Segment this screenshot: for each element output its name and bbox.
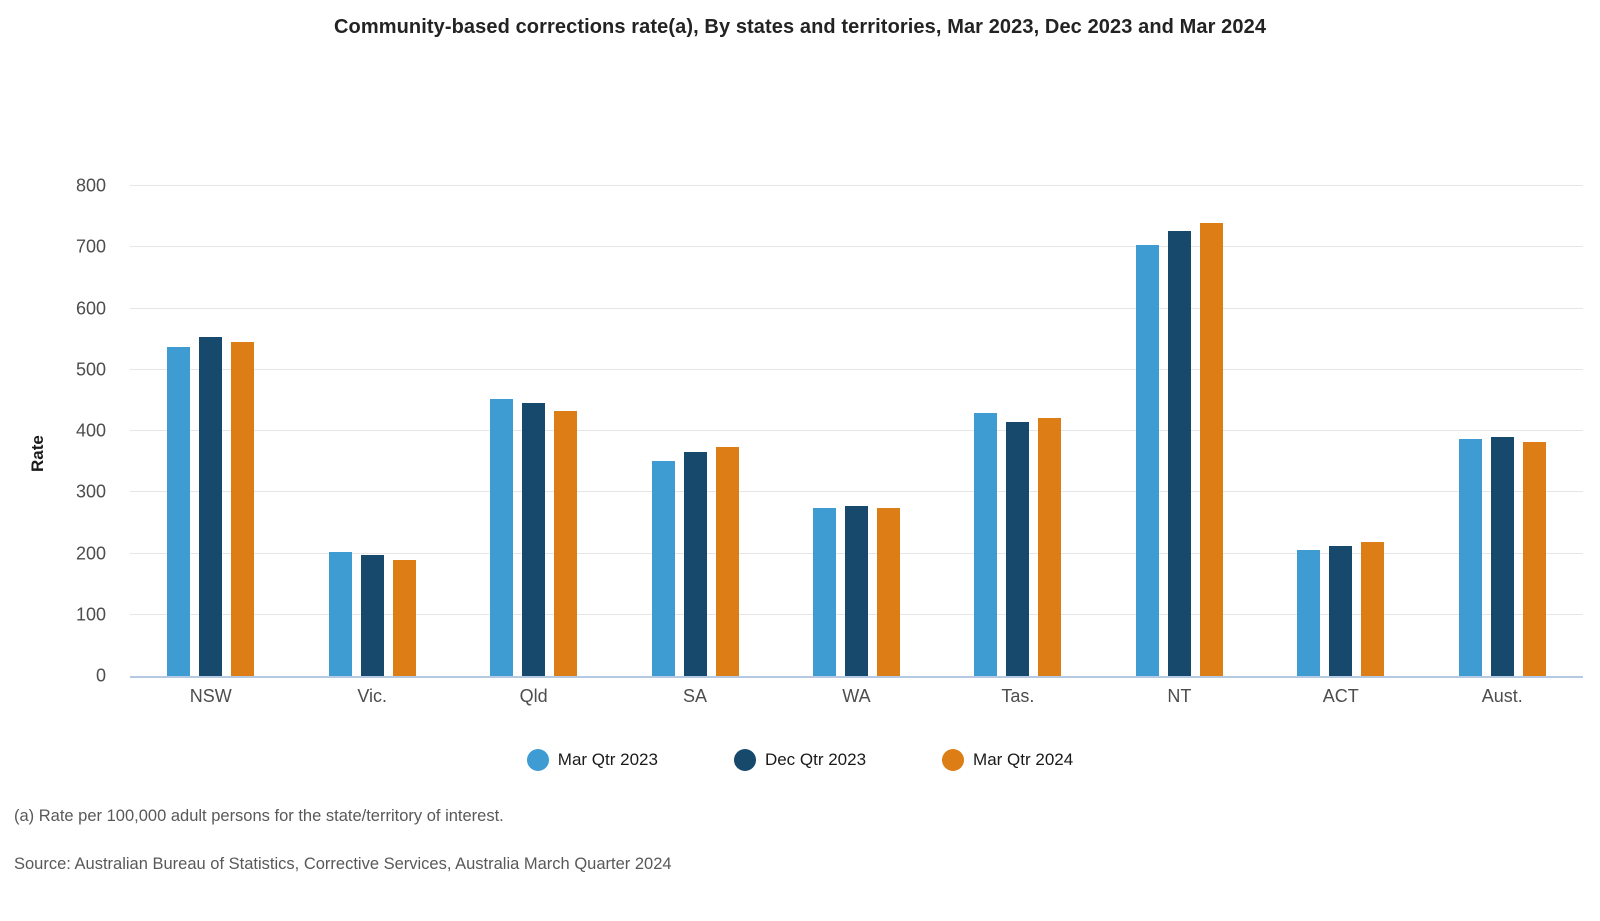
legend-item-mar-qtr-2024[interactable]: Mar Qtr 2024 — [942, 749, 1073, 771]
gridline-500 — [130, 368, 1583, 370]
bar-group-nsw: NSW — [167, 186, 255, 706]
bar-vic-mar-qtr-2023[interactable] — [328, 551, 352, 676]
bar-qld-dec-qtr-2023[interactable] — [522, 403, 546, 676]
x-tick-label-wa: WA — [842, 686, 871, 706]
x-tick-label-nsw: NSW — [189, 686, 232, 706]
x-tick-label-sa: SA — [683, 686, 708, 706]
bar-aust-mar-qtr-2023[interactable] — [1458, 438, 1482, 676]
bar-group-vic: Vic. — [328, 186, 416, 706]
bar-vic-dec-qtr-2023[interactable] — [360, 554, 384, 676]
bar-nsw-mar-qtr-2024[interactable] — [231, 342, 255, 676]
bar-nsw-dec-qtr-2023[interactable] — [199, 337, 223, 676]
bar-qld-mar-qtr-2024[interactable] — [554, 411, 578, 676]
bar-tas-dec-qtr-2023[interactable] — [1006, 422, 1030, 676]
bar-group-nt: NT — [1135, 186, 1223, 706]
bar-nsw-mar-qtr-2023[interactable] — [167, 347, 191, 676]
y-tick-label-0: 0 — [95, 665, 106, 686]
bar-nt-mar-qtr-2024[interactable] — [1199, 223, 1223, 676]
legend-swatch-mar-qtr-2024 — [942, 749, 965, 771]
footnote: (a) Rate per 100,000 adult persons for t… — [14, 807, 504, 825]
legend-item-dec-qtr-2023[interactable]: Dec Qtr 2023 — [733, 749, 867, 771]
chart-legend: Mar Qtr 2023 Dec Qtr 2023 Mar Qtr 2024 — [0, 749, 1600, 771]
bar-wa-mar-qtr-2024[interactable] — [876, 508, 900, 676]
plot-area: 0 100 200 300 400 500 600 700 800 NSW Vic. Qld SA WA T… — [76, 176, 1583, 706]
gridline-800 — [130, 185, 1583, 186]
bar-vic-mar-qtr-2024[interactable] — [392, 559, 416, 676]
y-tick-label-100: 100 — [75, 604, 106, 625]
bar-wa-mar-qtr-2023[interactable] — [812, 508, 836, 676]
legend-label-dec-qtr-2023: Dec Qtr 2023 — [764, 750, 867, 769]
bar-group-qld: Qld — [490, 186, 578, 706]
x-tick-label-qld: Qld — [519, 686, 548, 706]
y-tick-label-200: 200 — [75, 543, 106, 563]
bar-wa-dec-qtr-2023[interactable] — [844, 506, 868, 676]
chart-title: Community-based corrections rate(a), By … — [333, 16, 1267, 38]
bar-group-tas: Tas. — [974, 186, 1062, 706]
y-tick-label-600: 600 — [75, 298, 106, 318]
bar-act-dec-qtr-2023[interactable] — [1329, 545, 1353, 676]
bar-group-act: ACT — [1297, 186, 1385, 706]
x-tick-label-tas: Tas. — [1001, 686, 1035, 706]
gridline-300 — [130, 491, 1583, 493]
y-tick-label-800: 800 — [75, 175, 106, 196]
gridline-700 — [130, 246, 1583, 248]
x-tick-label-aust: Aust. — [1481, 686, 1523, 706]
y-tick-label-300: 300 — [75, 481, 106, 502]
y-axis-title: Rate — [28, 435, 47, 472]
y-tick-label-700: 700 — [75, 236, 106, 257]
bar-group-sa: SA — [651, 186, 739, 706]
bar-group-wa: WA — [812, 186, 900, 706]
legend-swatch-mar-qtr-2023 — [526, 749, 549, 771]
y-tick-label-400: 400 — [75, 420, 106, 441]
legend-item-mar-qtr-2023[interactable]: Mar Qtr 2023 — [526, 749, 658, 771]
bar-qld-mar-qtr-2023[interactable] — [490, 398, 514, 676]
legend-label-mar-qtr-2023: Mar Qtr 2023 — [557, 750, 658, 769]
bar-tas-mar-qtr-2023[interactable] — [974, 412, 998, 676]
bar-act-mar-qtr-2024[interactable] — [1361, 541, 1385, 676]
source-note: Source: Australian Bureau of Statistics,… — [14, 855, 672, 873]
bar-act-mar-qtr-2023[interactable] — [1297, 550, 1321, 676]
bar-sa-mar-qtr-2024[interactable] — [715, 446, 739, 676]
bar-nt-dec-qtr-2023[interactable] — [1167, 231, 1191, 676]
bar-aust-mar-qtr-2024[interactable] — [1522, 442, 1546, 676]
bar-sa-dec-qtr-2023[interactable] — [683, 451, 707, 676]
x-tick-label-vic: Vic. — [357, 686, 387, 706]
gridline-400 — [130, 430, 1583, 431]
x-tick-label-act: ACT — [1322, 686, 1359, 706]
bar-aust-dec-qtr-2023[interactable] — [1490, 437, 1514, 676]
bar-tas-mar-qtr-2024[interactable] — [1038, 418, 1062, 676]
x-tick-label-nt: NT — [1167, 686, 1192, 706]
bar-nt-mar-qtr-2023[interactable] — [1135, 245, 1159, 676]
bar-sa-mar-qtr-2023[interactable] — [651, 461, 675, 676]
legend-swatch-dec-qtr-2023 — [733, 749, 756, 771]
gridline-600 — [130, 307, 1583, 309]
bar-group-aust: Aust. — [1458, 186, 1546, 706]
y-tick-label-500: 500 — [75, 359, 106, 380]
legend-label-mar-qtr-2024: Mar Qtr 2024 — [973, 750, 1074, 769]
